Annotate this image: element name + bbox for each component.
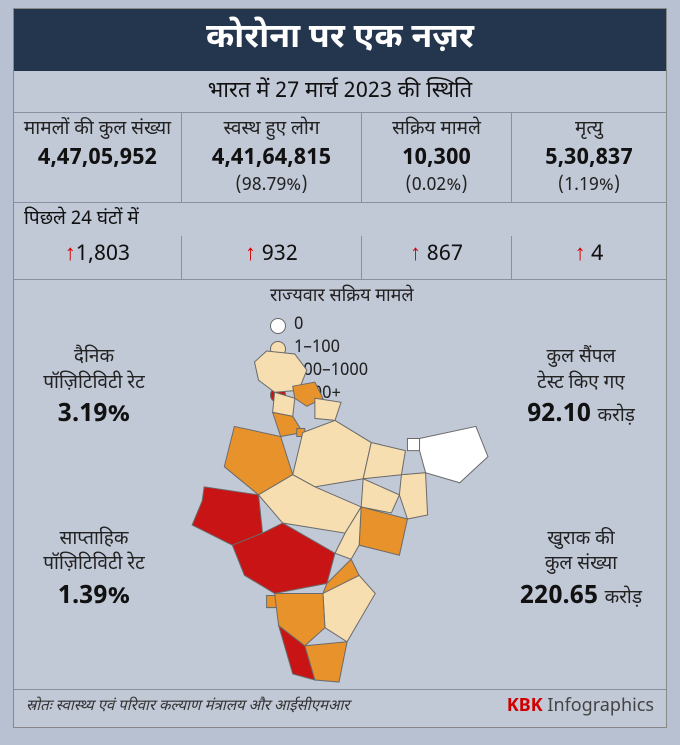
stat-deaths: मृत्यु 5,30,837 (1.19%) [512,113,666,202]
delta-value: 4 [591,240,603,269]
delta-total: ↑1,803 [14,236,182,279]
block-value: 220.65 करोड़ [502,582,660,614]
last24-label: पिछले 24 घंटों में [14,203,666,236]
mid-section: दैनिक पॉज़िटिविटी रेट 3.19% साप्ताहिक पॉ… [14,279,666,683]
infographic-card: कोरोना पर एक नज़र भारत में 27 मार्च 2023… [13,8,667,728]
delta-deaths: ↑ 4 [512,236,666,279]
delta-active: ↑ 867 [362,236,512,279]
stat-value: 10,300 [366,144,507,173]
arrow-up-icon: ↑ [65,240,76,269]
delta-value: 867 [427,240,463,269]
state-br [363,443,405,479]
stat-total: मामलों की कुल संख्या 4,47,05,952 [14,113,182,202]
brand-kbk: KBK [507,696,543,719]
stat-label: मृत्यु [516,117,662,142]
state-wb [399,473,427,519]
stat-value: 5,30,837 [516,144,662,173]
brand-info: Infographics [547,696,654,719]
weekly-positivity: साप्ताहिक पॉज़िटिविटी रेट 1.39% [20,527,168,614]
stat-label: सक्रिय मामले [366,117,507,142]
arrow-up-icon: ↑ [575,240,586,269]
stat-recovered: स्वस्थ हुए लोग 4,41,64,815 (98.79%) [182,113,362,202]
block-label: साप्ताहिक पॉज़िटिविटी रेट [20,527,168,578]
block-value: 92.10 करोड़ [502,400,660,432]
state-uk [315,398,341,420]
main-title: कोरोना पर एक नज़र [14,9,666,71]
stat-pct: (1.19%) [516,175,662,198]
map-title: राज्यवार सक्रिय मामले [270,286,414,310]
left-column: दैनिक पॉज़िटिविटी रेट 3.19% साप्ताहिक पॉ… [14,280,174,683]
source-text: स्रोतः स्वास्थ्य एवं परिवार कल्याण मंत्र… [26,698,349,717]
legend-label: 0 [294,314,303,337]
arrow-up-icon: ↑ [410,240,421,269]
state-ne [420,426,488,482]
stat-active: सक्रिय मामले 10,300 (0.02%) [362,113,512,202]
footer: स्रोतः स्वास्थ्य एवं परिवार कल्याण मंत्र… [14,689,666,727]
delta-value: 932 [262,240,298,269]
stat-pct: (0.02%) [366,175,507,198]
delta-recovered: ↑ 932 [182,236,362,279]
arrow-up-icon: ↑ [245,240,256,269]
legend-row: 0 [270,314,414,337]
block-label: खुराक की कुल संख्या [502,527,660,578]
total-doses: खुराक की कुल संख्या 220.65 करोड़ [502,527,660,614]
map-wrap: राज्यवार सक्रिय मामले 0 1–100 100–1000 1… [174,280,496,683]
state-jh [361,479,399,513]
india-map [174,342,496,692]
block-label: कुल सैंपल टेस्ट किए गए [502,345,660,396]
last24-row: पिछले 24 घंटों में ↑1,803 ↑ 932 ↑ 867 ↑ … [14,202,666,279]
daily-positivity: दैनिक पॉज़िटिविटी रेट 3.19% [20,345,168,432]
delta-value: 1,803 [76,240,130,269]
swatch-icon [270,318,286,334]
state-sk [407,439,419,451]
stat-label: मामलों की कुल संख्या [18,117,177,142]
stat-pct: (98.79%) [186,175,357,198]
state-or [359,507,407,555]
stat-value: 4,47,05,952 [18,144,177,173]
stats-row: मामलों की कुल संख्या 4,47,05,952 स्वस्थ … [14,112,666,202]
brand: KBK Infographics [507,696,654,719]
date-line: भारत में 27 मार्च 2023 की स्थिति [14,71,666,112]
total-tests: कुल सैंपल टेस्ट किए गए 92.10 करोड़ [502,345,660,432]
state-gj [192,487,262,545]
block-value: 1.39% [20,582,168,614]
right-column: कुल सैंपल टेस्ट किए गए 92.10 करोड़ खुराक… [496,280,666,683]
stat-label: स्वस्थ हुए लोग [186,117,357,142]
stat-value: 4,41,64,815 [186,144,357,173]
block-value: 3.19% [20,400,168,432]
block-label: दैनिक पॉज़िटिविटी रेट [20,345,168,396]
